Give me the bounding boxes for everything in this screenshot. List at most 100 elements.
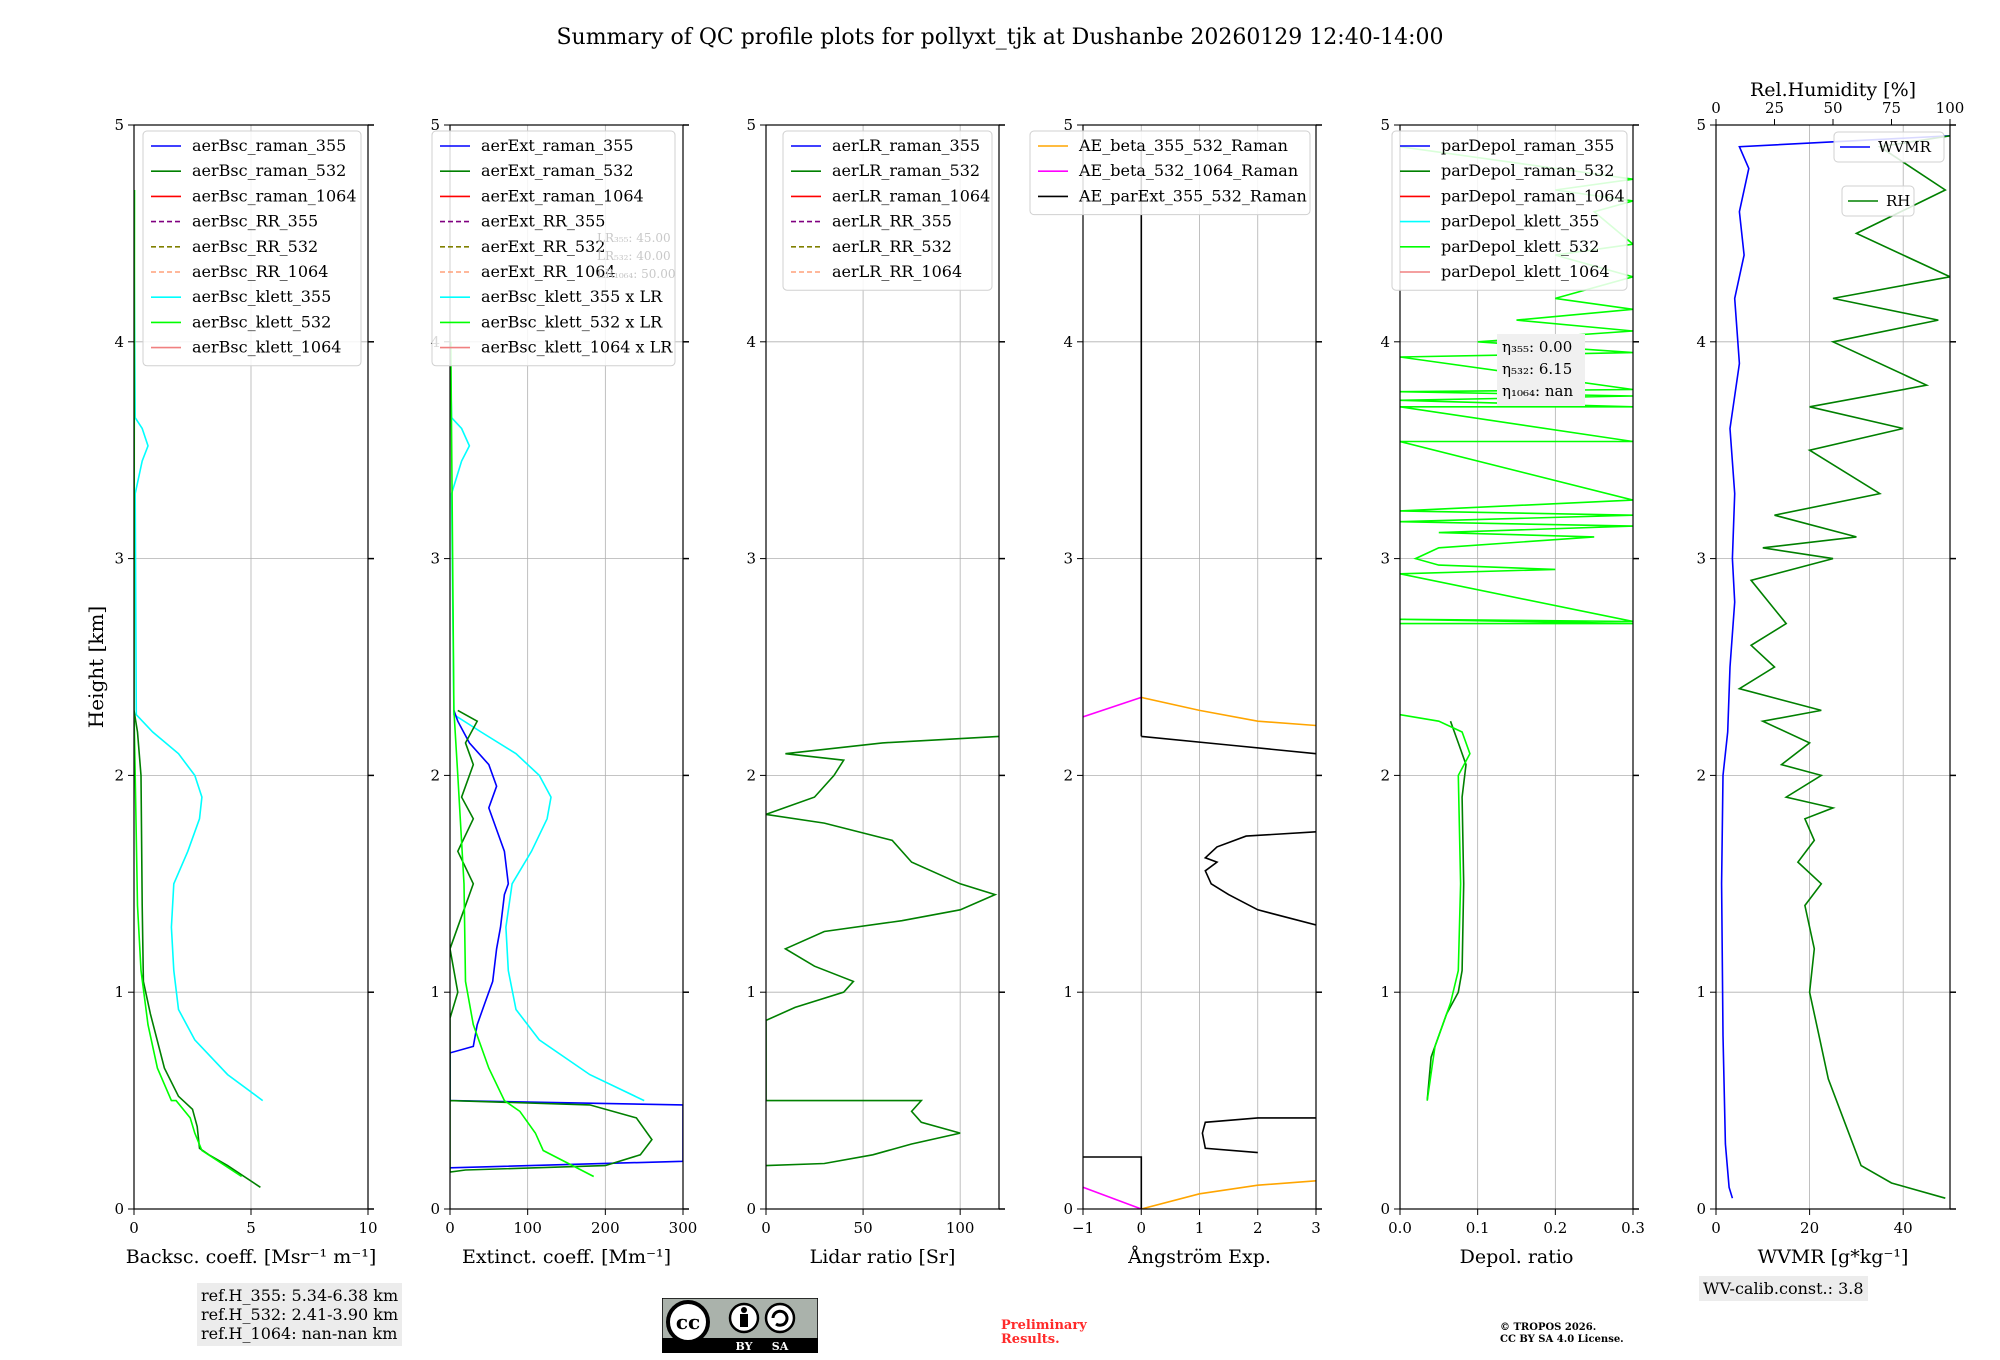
x-tick-label: 40	[1894, 1219, 1913, 1237]
y-tick-label: 4	[1380, 333, 1390, 351]
legend-label: aerLR_raman_1064	[832, 186, 990, 205]
series-AE_beta_355_532_Raman	[1141, 1180, 1316, 1209]
series-AE_parExt_355_532_Raman_c	[1203, 831, 1316, 926]
eta-box	[1497, 334, 1585, 406]
eta-annotation: η₃₅₅: 0.00	[1502, 338, 1572, 356]
y-tick-label: 2	[1380, 766, 1390, 784]
y-tick-label: 1	[1063, 983, 1073, 1001]
legend-label: parDepol_klett_355	[1441, 212, 1599, 231]
y-tick-label: 4	[1696, 333, 1706, 351]
x-top-tick-label: 50	[1823, 99, 1842, 117]
y-tick-label: 5	[430, 116, 440, 134]
series-aerBsc_klett_355 x LR	[450, 341, 645, 1102]
x-top-tick-label: 100	[1936, 99, 1965, 117]
x-tick-label: 0	[445, 1219, 455, 1237]
y-tick-label: 4	[746, 333, 756, 351]
y-axis-label: Height [km]	[84, 606, 108, 728]
preliminary-line-2: Results.	[1001, 1332, 1060, 1347]
cc-by-text: BY	[736, 1340, 753, 1353]
legend-label: aerExt_raman_1064	[481, 186, 644, 205]
x-axis-label: Ångström Exp.	[1127, 1246, 1271, 1268]
y-tick-label: 2	[1063, 766, 1073, 784]
x-tick-label: 100	[946, 1219, 975, 1237]
y-tick-label: 2	[114, 766, 124, 784]
x-tick-label: 0.3	[1621, 1219, 1645, 1237]
legend-label: aerBsc_RR_355	[192, 212, 318, 231]
series-AE_beta_355_532_Raman_upper	[1141, 696, 1316, 727]
series-aerBsc_klett_532 x LR	[450, 341, 595, 1178]
x-tick-label: 5	[246, 1219, 256, 1237]
x-tick-label: 0.0	[1388, 1219, 1412, 1237]
series-AE_beta_532_1064_Raman	[1083, 1186, 1142, 1209]
x-tick-label: 0.2	[1543, 1219, 1567, 1237]
cc-sa-text: SA	[772, 1340, 789, 1353]
y-tick-label: 1	[1380, 983, 1390, 1001]
cc-logo-text: cc	[676, 1310, 700, 1334]
legend-label: parDepol_klett_532	[1441, 237, 1599, 256]
x-top-tick-label: 25	[1765, 99, 1784, 117]
y-tick-label: 1	[746, 983, 756, 1001]
lr-annotation: LR₅₃₂: 40.00	[597, 249, 671, 263]
y-tick-label: 0	[1696, 1200, 1706, 1218]
legend-label: AE_beta_355_532_Raman	[1078, 136, 1288, 155]
legend-box	[142, 130, 362, 367]
y-tick-label: 4	[114, 333, 124, 351]
legend-label: aerLR_raman_532	[832, 161, 980, 180]
copyright-line-2: CC BY SA 4.0 License.	[1500, 1334, 1624, 1345]
series-aerExt_raman_355	[450, 710, 683, 1169]
x-tick-label: 3	[1311, 1219, 1321, 1237]
legend-label: RH	[1886, 192, 1910, 210]
x-axis-label: Extinct. coeff. [Mm⁻¹]	[462, 1246, 671, 1268]
legend-label: aerBsc_RR_532	[192, 237, 318, 256]
x-axis-label: Lidar ratio [Sr]	[810, 1246, 956, 1268]
x-tick-label: 200	[591, 1219, 620, 1237]
legend-label: aerLR_RR_532	[832, 237, 952, 256]
legend-label: aerBsc_klett_355 x LR	[481, 287, 663, 306]
legend-label: AE_beta_532_1064_Raman	[1078, 161, 1298, 180]
axes-frame	[1399, 124, 1634, 1210]
reference-height-box: ref.H_355: 5.34-6.38 km ref.H_532: 2.41-…	[197, 1283, 403, 1346]
legend-label: parDepol_raman_355	[1441, 136, 1614, 155]
panel-bsc: 0 5 10 0 1 2 3 4 5 Backsc. coeff. [Msr⁻¹ m⁻¹] Heig…	[84, 116, 378, 1268]
y-tick-label: 5	[746, 116, 756, 134]
legend-label: aerExt_RR_355	[481, 212, 605, 231]
y-tick-label: 5	[1696, 116, 1706, 134]
series-aerExt_raman_532	[450, 709, 653, 1173]
y-tick-label: 5	[1380, 116, 1390, 134]
legend-box	[1391, 130, 1628, 291]
y-tick-label: 0	[114, 1200, 124, 1218]
x-tick-label: 300	[669, 1219, 698, 1237]
legend-label: WVMR	[1878, 138, 1932, 156]
y-tick-label: 1	[114, 983, 124, 1001]
series-aerBsc_klett_355	[134, 233, 264, 1102]
axes-frame	[765, 124, 1000, 1210]
y-tick-label: 0	[746, 1200, 756, 1218]
legend-label: aerBsc_klett_532 x LR	[481, 312, 663, 331]
y-tick-label: 3	[1696, 550, 1706, 568]
y-tick-label: 3	[114, 550, 124, 568]
series-parDepol_klett_532	[1400, 713, 1471, 1101]
legend-label: aerBsc_klett_355	[192, 287, 331, 306]
x-tick-label: 0	[1136, 1219, 1146, 1237]
x-tick-label: 0	[129, 1219, 139, 1237]
series-RH	[1737, 135, 1950, 1199]
legend-label: aerBsc_klett_532	[192, 312, 331, 331]
y-tick-label: 2	[430, 766, 440, 784]
y-tick-label: 0	[430, 1200, 440, 1218]
x-tick-label: 1	[1195, 1219, 1205, 1237]
series-AE_parExt_355_532_Raman_b	[1201, 1117, 1316, 1154]
y-tick-label: 3	[1063, 550, 1073, 568]
y-tick-label: 0	[1380, 1200, 1390, 1218]
y-tick-label: 4	[1063, 333, 1073, 351]
legend-label: parDepol_raman_1064	[1441, 186, 1625, 205]
ref-height-355: ref.H_355: 5.34-6.38 km	[201, 1286, 399, 1305]
y-tick-label: 3	[746, 550, 756, 568]
series-AE_beta_532_1064_Raman_upper	[1083, 696, 1142, 718]
x-tick-label: 0.1	[1466, 1219, 1490, 1237]
panel-lr: 0 50 100 0 1 2 3 4 5 Lidar ratio [Sr] aerLR_raman_…	[746, 116, 1005, 1268]
legend-label: aerBsc_raman_355	[192, 136, 346, 155]
y-tick-label: 5	[1063, 116, 1073, 134]
